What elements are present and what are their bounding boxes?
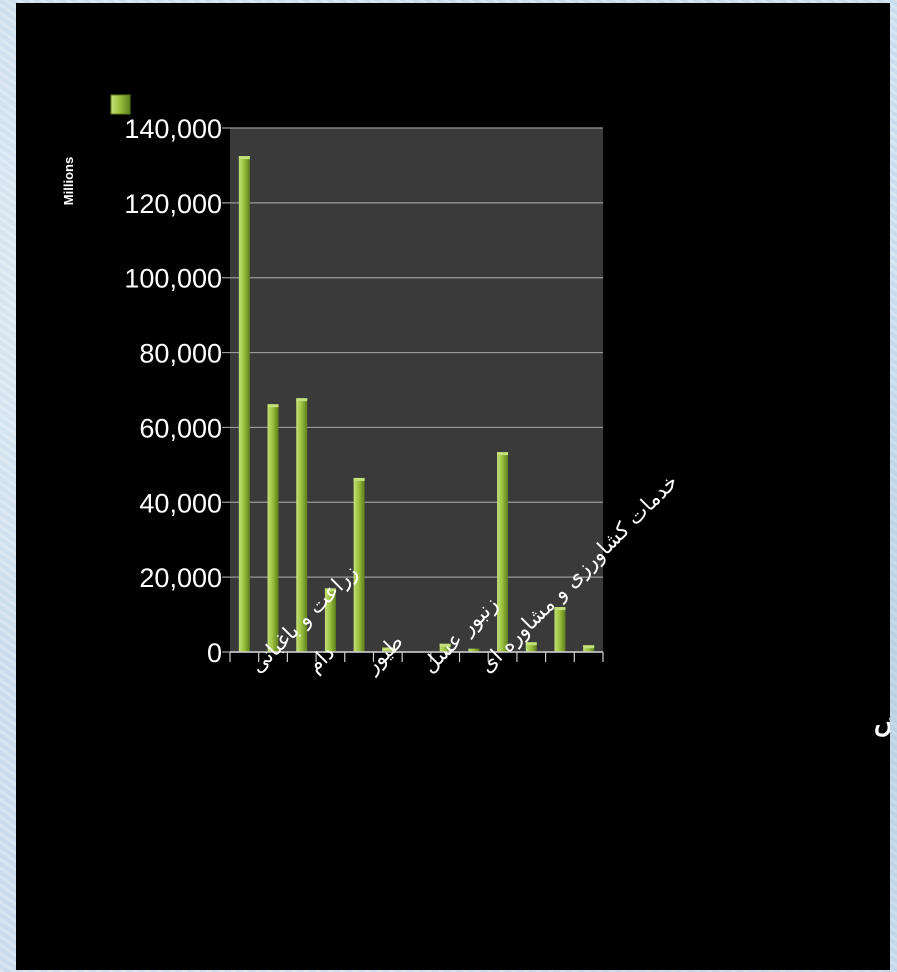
x-axis-title: زیر بخش <box>874 707 890 737</box>
y-tick-label: 60,000 <box>139 413 222 443</box>
x-axis <box>229 651 604 662</box>
bar <box>497 452 509 652</box>
bar <box>583 645 595 652</box>
y-tick-label: 140,000 <box>124 114 222 144</box>
bar <box>296 398 308 652</box>
y-tick-label: 100,000 <box>124 264 222 294</box>
y-tick-label: 40,000 <box>139 488 222 518</box>
bar-cap <box>554 607 566 611</box>
bar-cap <box>583 645 595 649</box>
bar <box>439 643 451 652</box>
grid-lines <box>222 127 603 653</box>
legend-swatch <box>110 94 131 115</box>
bar-cap <box>238 156 250 160</box>
bar-cap <box>382 647 394 651</box>
bar-chart: 0 20,000 40,000 60,000 80,000 100,000 120,000 1… <box>61 94 890 737</box>
units-label: Millions <box>61 157 76 205</box>
y-axis-ticks: 0 20,000 40,000 60,000 80,000 100,000 120,000 1… <box>124 114 222 668</box>
y-tick-label: 0 <box>207 638 222 668</box>
bar-cap <box>497 452 509 456</box>
bar <box>238 156 250 653</box>
bar-cap <box>267 404 279 408</box>
bar-cap <box>439 643 451 647</box>
y-tick-label: 20,000 <box>139 563 222 593</box>
chart-panel: 0 20,000 40,000 60,000 80,000 100,000 120,000 1… <box>16 3 890 970</box>
bar <box>554 607 566 652</box>
bar-cap <box>353 477 365 481</box>
bar <box>324 588 336 652</box>
bar <box>468 648 480 652</box>
plot-area <box>230 128 603 652</box>
y-tick-label: 120,000 <box>124 189 222 219</box>
bars <box>238 156 595 653</box>
bar <box>353 477 365 652</box>
bar-cap <box>324 588 336 592</box>
bar-cap <box>296 398 308 402</box>
bar <box>267 404 279 652</box>
bar <box>525 642 537 652</box>
bar-cap <box>525 642 537 646</box>
y-tick-label: 80,000 <box>139 339 222 369</box>
